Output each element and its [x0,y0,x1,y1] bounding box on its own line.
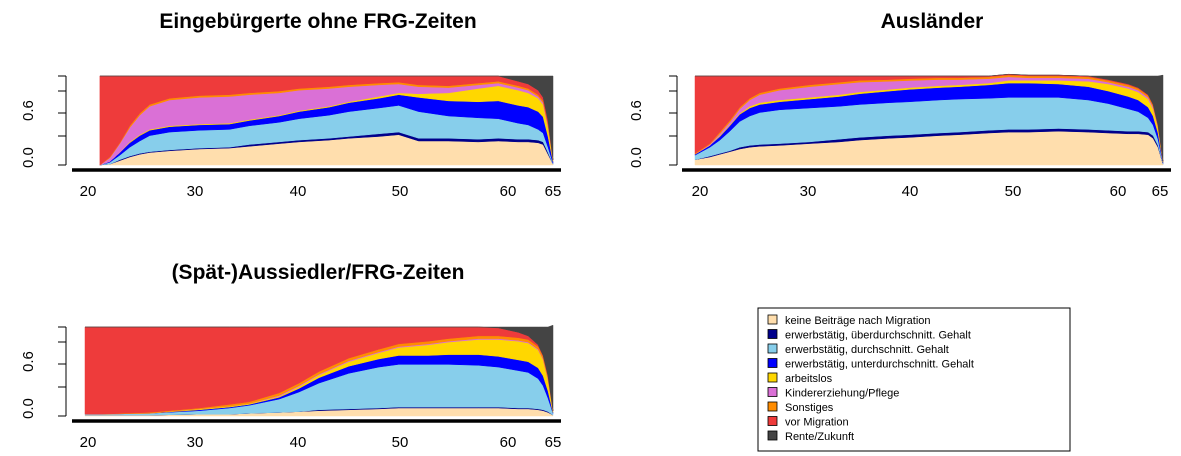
chart-panel-1: Eingebürgerte ohne FRG-Zeiten 20 30 40 50 60 6… [20,10,561,200]
y-tick-label: 0.6 [20,351,37,372]
legend-box [757,307,1071,452]
x-tick-label: 65 [545,183,562,200]
chart-panel-3: (Spät-)Aussiedler/FRG-Zeiten 20 30 40 50 60 65… [20,261,561,451]
x-tick-label: 50 [392,183,409,200]
x-tick-label: 65 [1152,183,1169,200]
legend-label: arbeitslos [785,373,833,385]
series-area-9 [85,324,554,411]
x-tick-label: 30 [800,183,817,200]
x-tick-label: 40 [902,183,919,200]
series-area-9 [99,75,554,160]
chart-title: (Spät-)Aussiedler/FRG-Zeiten [172,261,465,284]
legend-label: erwerbstätig, durchschnitt. Gehalt [785,344,949,356]
x-tick-label: 50 [392,434,409,451]
legend-swatch [767,401,778,412]
chart-title: Ausländer [881,10,984,33]
x-tick-label: 30 [187,183,204,200]
x-tick-label: 40 [290,434,307,451]
y-tick-label: 0.6 [20,100,37,121]
y-tick-label: 0.0 [20,398,37,419]
chart-panel-2: Ausländer 20 30 40 50 60 65 0.0 0.6 [628,10,1171,200]
x-tick-label: 60 [500,183,517,200]
y-tick-label: 0.0 [628,147,645,168]
legend-swatch [767,430,778,441]
x-tick-label: 20 [80,183,97,200]
legend-swatch [767,416,778,426]
series-area-9 [695,73,1164,162]
legend-label: vor Migration [785,417,849,429]
legend-label: Sonstiges [785,402,834,414]
legend-label: Rente/Zukunft [785,431,854,443]
x-tick-label: 60 [1110,183,1127,200]
x-tick-label: 20 [692,183,709,200]
legend-swatch [767,329,778,339]
legend-label: keine Beiträge nach Migration [785,315,931,327]
x-tick-label: 40 [290,183,307,200]
chart-title: Eingebürgerte ohne FRG-Zeiten [159,10,476,33]
legend-swatch [767,358,778,368]
x-tick-label: 20 [80,434,97,451]
legend-swatch [767,387,778,397]
x-tick-label: 60 [500,434,517,451]
x-tick-label: 30 [187,434,204,451]
legend-swatch [767,343,778,354]
legend-label: erwerbstätig, unterdurchschnitt. Gehalt [785,359,974,371]
legend-swatch [767,314,778,325]
legend: keine Beiträge nach Migration erwerbstäti… [757,307,1071,452]
y-tick-label: 0.6 [628,100,645,121]
y-tick-label: 0.0 [20,147,37,168]
legend-swatch [767,372,778,383]
legend-label: Kindererziehung/Pflege [785,388,899,400]
x-tick-label: 65 [545,434,562,451]
x-tick-label: 50 [1005,183,1022,200]
legend-label: erwerbstätig, überdurchschnitt. Gehalt [785,330,971,342]
